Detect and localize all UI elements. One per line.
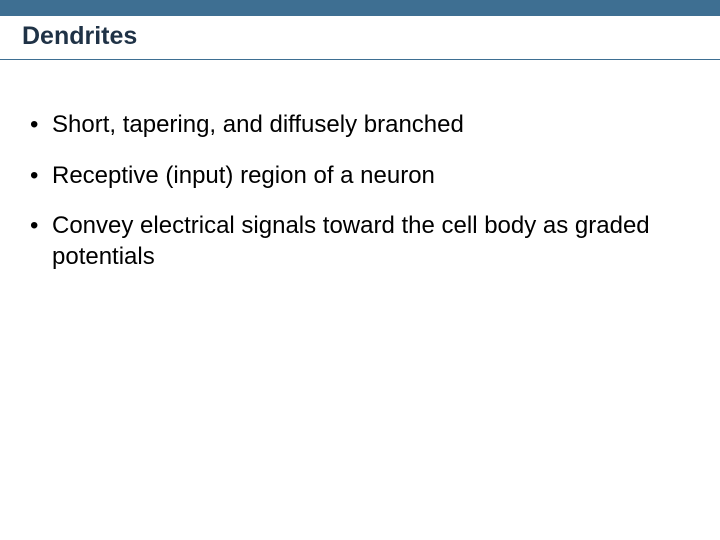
slide-title: Dendrites xyxy=(22,22,720,51)
bullet-list: Short, tapering, and diffusely branched … xyxy=(30,110,690,273)
top-accent-bar xyxy=(0,0,720,16)
slide: Dendrites Short, tapering, and diffusely… xyxy=(0,0,720,540)
list-item: Receptive (input) region of a neuron xyxy=(30,161,690,192)
content-area: Short, tapering, and diffusely branched … xyxy=(30,110,690,293)
list-item: Convey electrical signals toward the cel… xyxy=(30,211,690,272)
list-item: Short, tapering, and diffusely branched xyxy=(30,110,690,141)
